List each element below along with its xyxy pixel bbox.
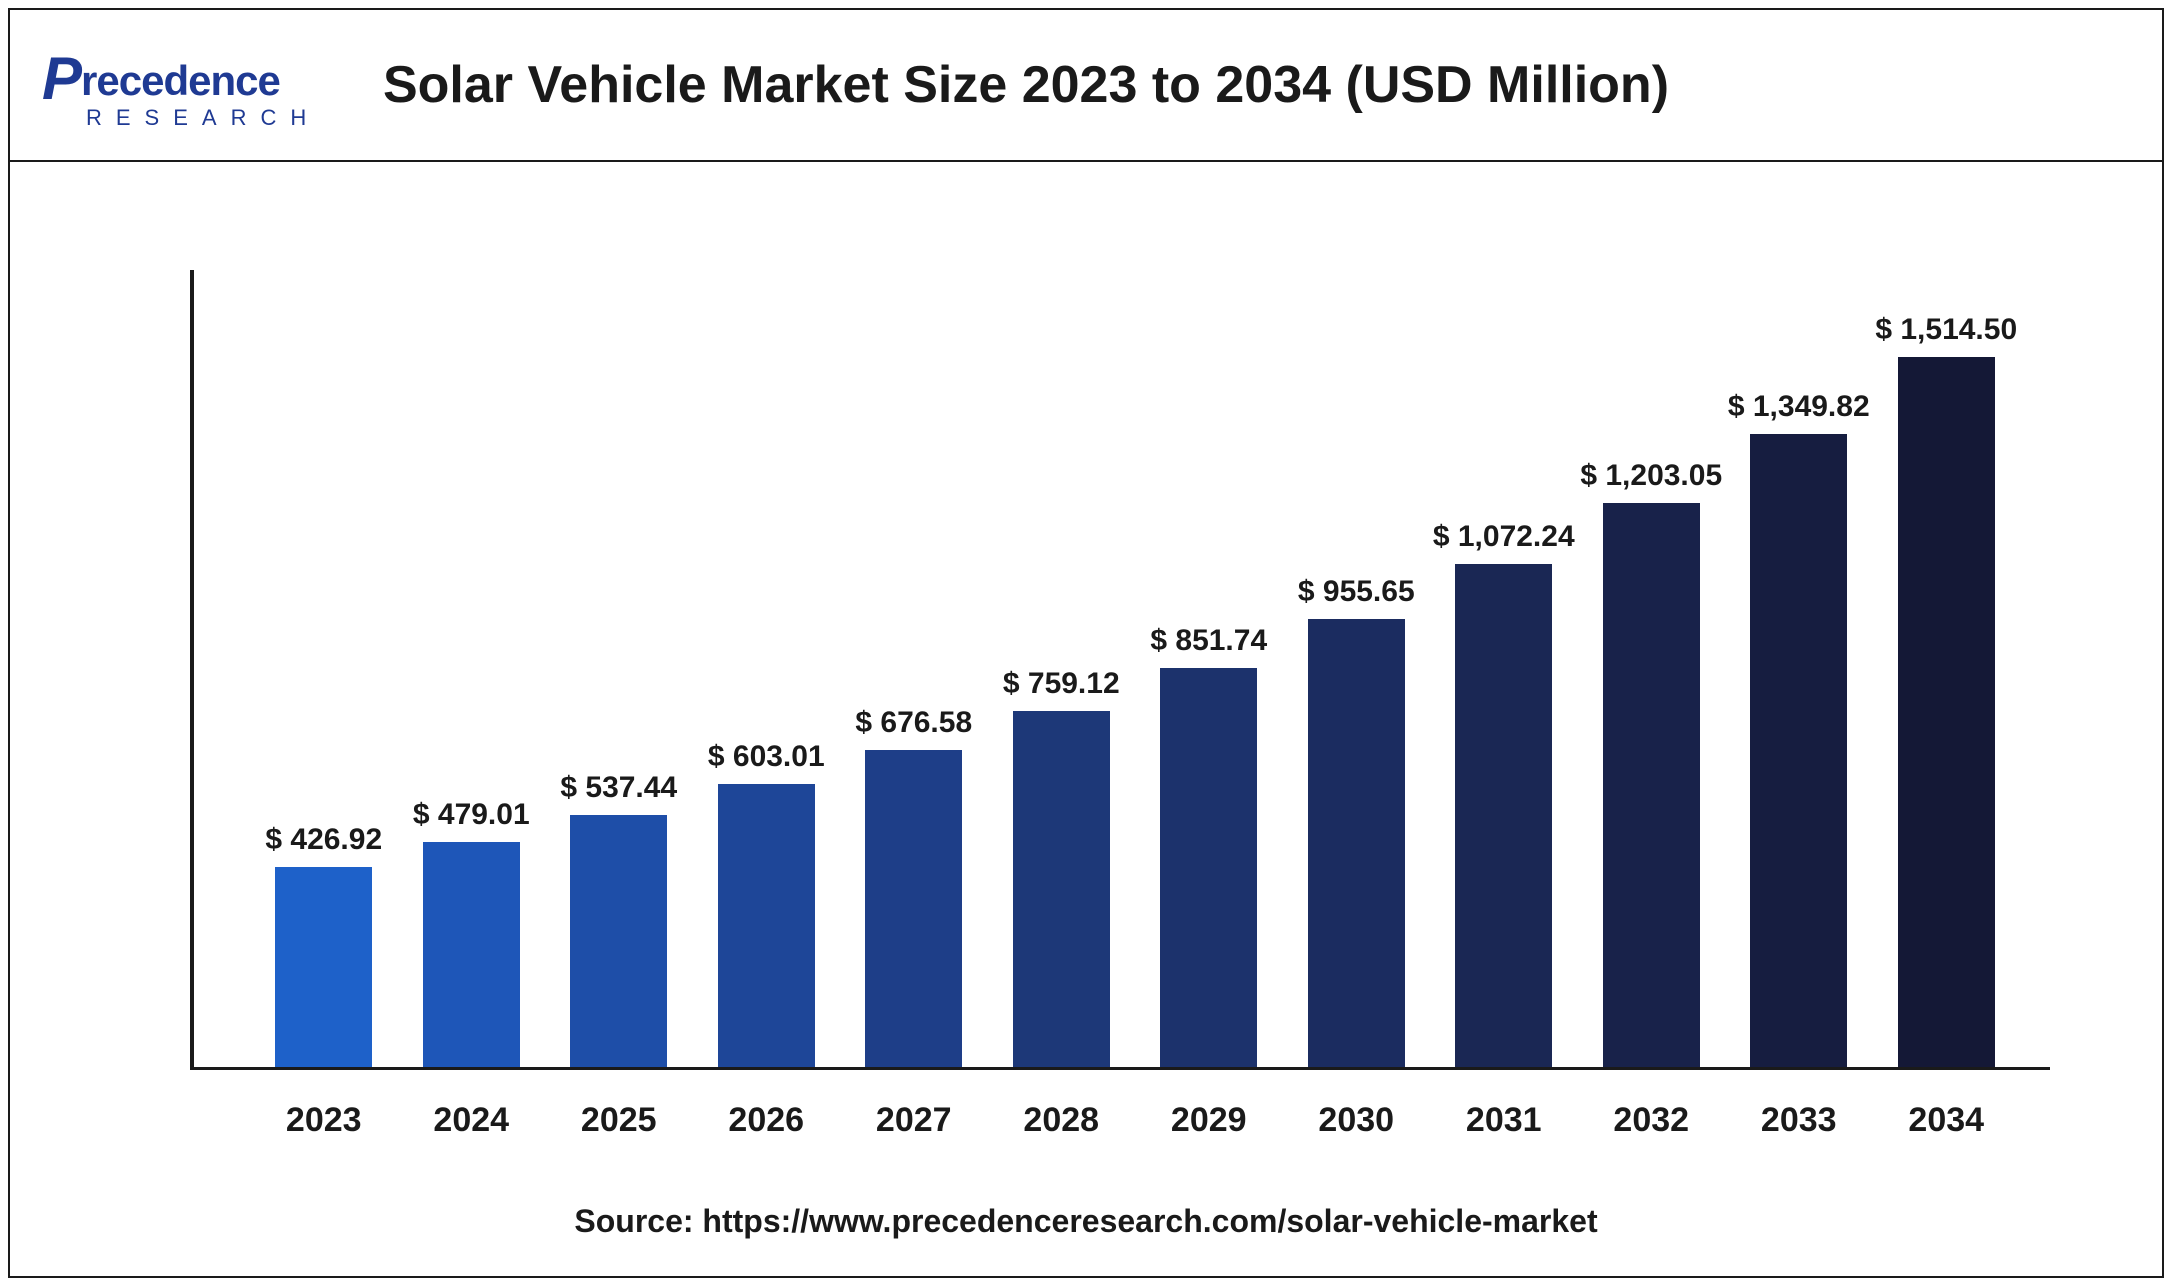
bar-value-label: $ 955.65 <box>1298 575 1415 609</box>
bar-value-label: $ 851.74 <box>1150 624 1267 658</box>
x-axis-tick-label: 2027 <box>840 1101 988 1140</box>
header-bar: P recedence RESEARCH Solar Vehicle Marke… <box>10 10 2162 162</box>
x-axis-tick-label: 2034 <box>1873 1101 2021 1140</box>
bar-rect <box>1750 434 1847 1067</box>
logo-p-letter: P <box>42 44 81 113</box>
x-axis-tick-label: 2029 <box>1135 1101 1283 1140</box>
bar-rect <box>423 842 520 1067</box>
bar-value-label: $ 759.12 <box>1003 667 1120 701</box>
bar-rect <box>718 784 815 1067</box>
x-axis-labels: 2023202420252026202720282029203020312032… <box>190 1101 2050 1140</box>
bar-value-label: $ 1,514.50 <box>1875 313 2017 347</box>
chart-frame: P recedence RESEARCH Solar Vehicle Marke… <box>8 8 2164 1278</box>
bar-rect <box>865 750 962 1067</box>
bar-value-label: $ 537.44 <box>560 771 677 805</box>
logo-subtext: RESEARCH <box>86 105 362 131</box>
bar-slot: $ 759.12 <box>988 270 1136 1067</box>
logo-rest: recedence <box>81 57 280 105</box>
bars-container: $ 426.92 $ 479.01 $ 537.44 $ 603.01 $ 676.58… <box>190 270 2050 1067</box>
logo-wordmark: P recedence <box>42 40 362 109</box>
bar-slot: $ 851.74 <box>1135 270 1283 1067</box>
x-axis-tick-label: 2026 <box>693 1101 841 1140</box>
source-citation: Source: https://www.precedenceresearch.c… <box>10 1203 2162 1240</box>
bar-value-label: $ 1,203.05 <box>1580 459 1722 493</box>
bar-rect <box>1013 711 1110 1067</box>
bar-slot: $ 426.92 <box>250 270 398 1067</box>
bar-value-label: $ 1,072.24 <box>1433 520 1575 554</box>
bar-value-label: $ 603.01 <box>708 740 825 774</box>
bar-slot: $ 1,514.50 <box>1873 270 2021 1067</box>
bar-value-label: $ 1,349.82 <box>1728 390 1870 424</box>
bar-value-label: $ 479.01 <box>413 798 530 832</box>
bar-slot: $ 676.58 <box>840 270 988 1067</box>
bar-slot: $ 603.01 <box>693 270 841 1067</box>
chart-plot-area: $ 426.92 $ 479.01 $ 537.44 $ 603.01 $ 676.58… <box>190 270 2050 1070</box>
bar-value-label: $ 426.92 <box>265 823 382 857</box>
x-axis-tick-label: 2023 <box>250 1101 398 1140</box>
bar-slot: $ 479.01 <box>398 270 546 1067</box>
x-axis-tick-label: 2024 <box>398 1101 546 1140</box>
x-axis-tick-label: 2031 <box>1430 1101 1578 1140</box>
brand-logo: P recedence RESEARCH <box>42 40 362 131</box>
bar-slot: $ 955.65 <box>1283 270 1431 1067</box>
bar-rect <box>1308 619 1405 1067</box>
x-axis-line <box>190 1067 2050 1070</box>
bar-rect <box>1898 357 1995 1067</box>
bar-slot: $ 1,072.24 <box>1430 270 1578 1067</box>
bar-rect <box>275 867 372 1067</box>
x-axis-tick-label: 2030 <box>1283 1101 1431 1140</box>
bar-rect <box>1455 564 1552 1067</box>
x-axis-tick-label: 2028 <box>988 1101 1136 1140</box>
x-axis-tick-label: 2025 <box>545 1101 693 1140</box>
x-axis-tick-label: 2033 <box>1725 1101 1873 1140</box>
bar-rect <box>1603 503 1700 1067</box>
bar-slot: $ 1,203.05 <box>1578 270 1726 1067</box>
bar-slot: $ 1,349.82 <box>1725 270 1873 1067</box>
bar-rect <box>570 815 667 1067</box>
bar-value-label: $ 676.58 <box>855 706 972 740</box>
bar-rect <box>1160 668 1257 1067</box>
bar-slot: $ 537.44 <box>545 270 693 1067</box>
x-axis-tick-label: 2032 <box>1578 1101 1726 1140</box>
